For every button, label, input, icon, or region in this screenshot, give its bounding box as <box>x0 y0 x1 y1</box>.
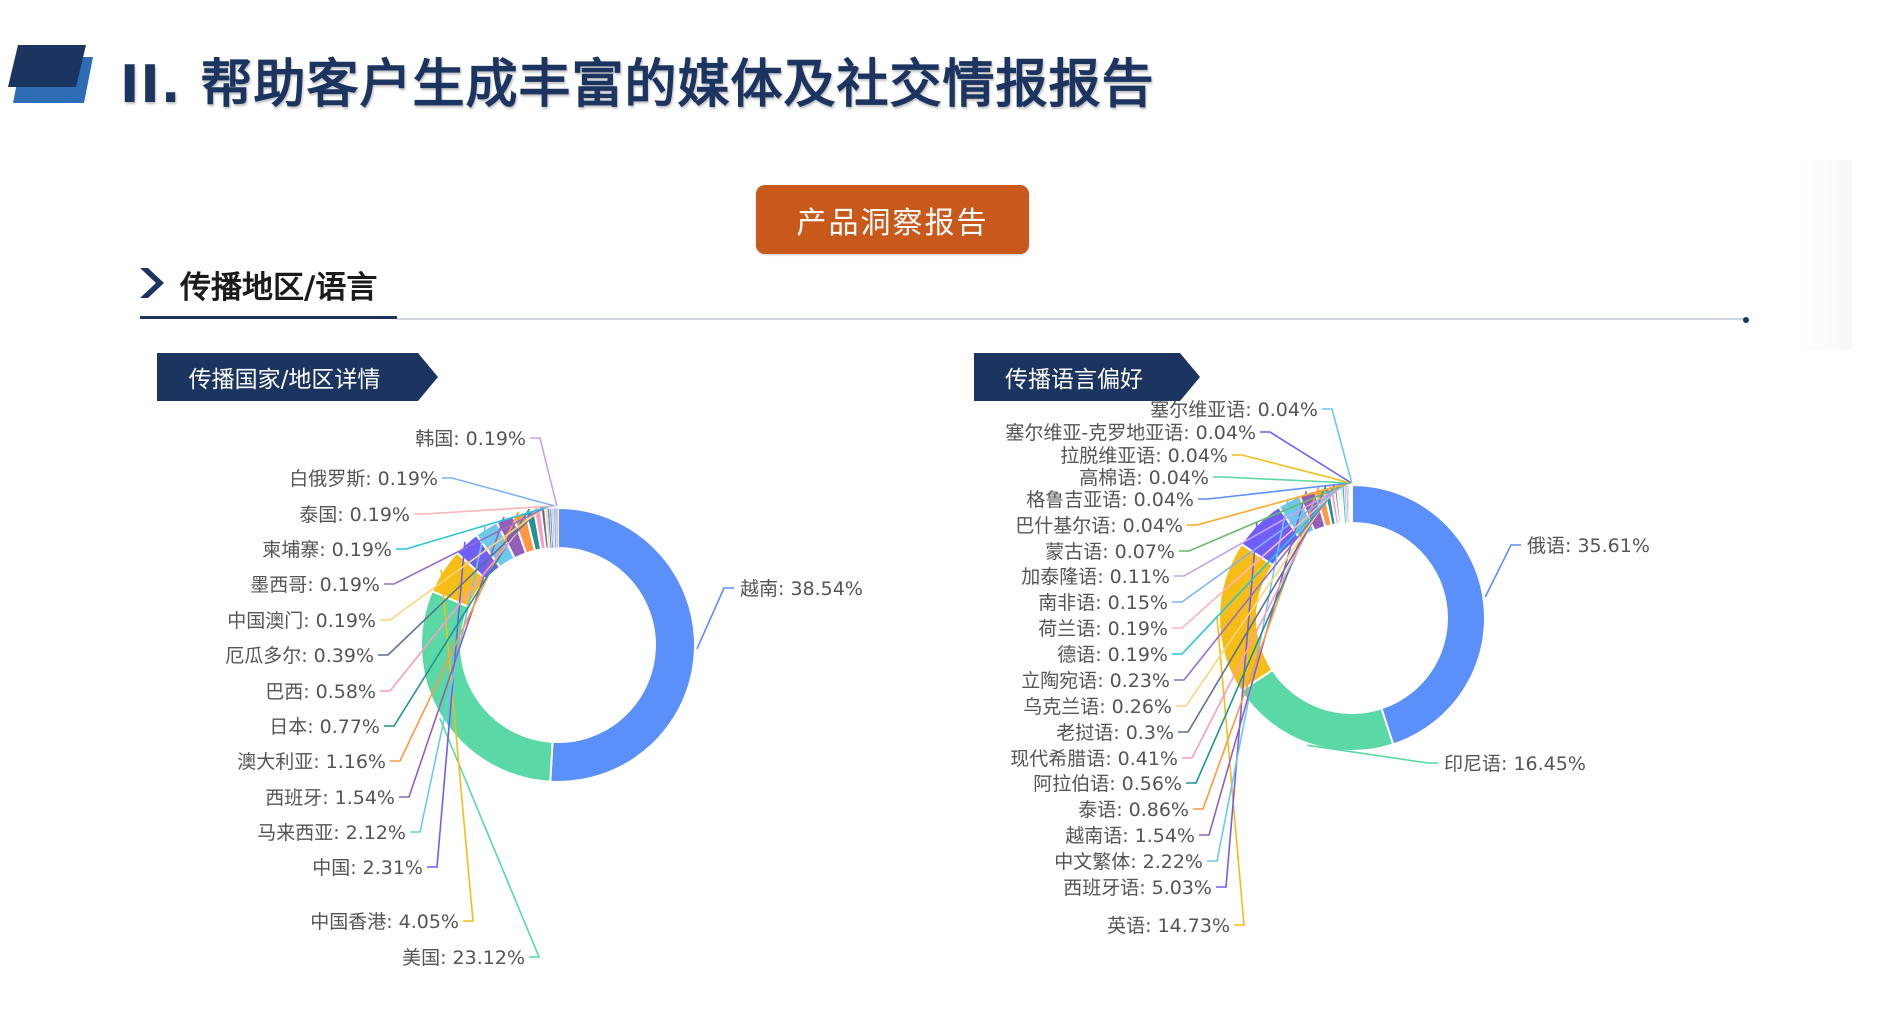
language-leader-line <box>1176 483 1339 707</box>
language-leader-line <box>1260 431 1352 484</box>
language-leader-line <box>1307 744 1438 764</box>
language-data-label: 塞尔维亚语: 0.04% <box>1150 399 1318 421</box>
language-data-label: 南非语: 0.15% <box>1038 592 1168 614</box>
language-data-label: 西班牙语: 5.03% <box>1063 877 1212 899</box>
language-data-label: 俄语: 35.61% <box>1527 535 1650 557</box>
country-chart-title: 传播国家/地区详情 <box>157 353 412 401</box>
language-data-label: 老挝语: 0.3% <box>1056 722 1174 744</box>
product-insight-report-button[interactable]: 产品洞察报告 <box>756 185 1029 254</box>
language-data-label: 格鲁吉亚语: 0.04% <box>1026 489 1194 511</box>
language-data-label: 英语: 14.73% <box>1107 915 1230 937</box>
language-data-label: 立陶宛语: 0.23% <box>1021 670 1170 692</box>
language-data-label: 乌克兰语: 0.26% <box>1023 696 1172 718</box>
country-data-label: 泰国: 0.19% <box>299 504 410 526</box>
language-leader-line <box>1172 482 1344 655</box>
language-leader-line <box>1207 498 1289 862</box>
country-leader-line <box>378 506 544 656</box>
section-title: 传播地区/语言 <box>180 270 378 306</box>
tag-arrow-icon <box>1174 353 1200 401</box>
country-leader-line <box>390 511 520 762</box>
country-data-label: 马来西亚: 2.12% <box>257 822 406 844</box>
country-leader-line <box>696 587 734 650</box>
country-leader-line <box>414 505 553 515</box>
country-slice[interactable] <box>549 506 696 783</box>
country-data-label: 巴西: 0.58% <box>265 681 376 703</box>
brand-logo-icon <box>8 45 93 103</box>
language-leader-line <box>1174 482 1342 681</box>
country-leader-line <box>380 507 538 692</box>
language-data-label: 印尼语: 16.45% <box>1444 753 1586 775</box>
country-data-label: 中国香港: 4.05% <box>310 911 459 933</box>
language-leader-line <box>1179 482 1350 552</box>
language-data-label: 泰语: 0.86% <box>1078 799 1189 821</box>
language-data-label: 高棉语: 0.04% <box>1079 467 1209 489</box>
country-data-label: 越南: 38.54% <box>740 578 863 600</box>
country-leader-line <box>530 437 558 507</box>
language-leader-line <box>1187 482 1350 526</box>
language-leader-line <box>1484 544 1521 598</box>
country-data-label: 韩国: 0.19% <box>415 428 526 450</box>
language-leader-line <box>1172 482 1348 603</box>
divider-end-dot <box>1743 317 1749 323</box>
country-leader-line <box>396 505 551 550</box>
language-data-label: 阿拉伯语: 0.56% <box>1033 773 1182 795</box>
country-data-label: 白俄罗斯: 0.19% <box>289 468 438 490</box>
section-divider-accent <box>140 316 397 319</box>
country-data-label: 柬埔寨: 0.19% <box>262 539 392 561</box>
country-leader-line <box>384 508 531 727</box>
country-data-label: 日本: 0.77% <box>269 716 380 738</box>
language-slice[interactable] <box>1239 668 1395 752</box>
language-chart-title: 传播语言偏好 <box>974 353 1174 401</box>
country-slice[interactable] <box>555 507 559 549</box>
language-leader-line <box>1172 482 1346 629</box>
language-leader-line <box>1186 485 1327 784</box>
language-data-label: 越南语: 1.54% <box>1065 825 1195 847</box>
language-leader-line <box>1232 454 1352 484</box>
country-donut-chart: 越南: 38.54% 美国: 23.12% 中国香港: 4.05% 中国: 2.31%… <box>225 428 863 969</box>
tag-arrow-icon <box>412 353 438 401</box>
language-data-label: 塞尔维亚-克罗地亚语: 0.04% <box>1005 422 1256 444</box>
language-data-label: 中文繁体: 2.22% <box>1054 851 1203 873</box>
language-data-label: 拉脱维亚语: 0.04% <box>1060 445 1228 467</box>
country-data-label: 厄瓜多尔: 0.39% <box>225 645 374 667</box>
page-title: II. 帮助客户生成丰富的媒体及社交情报报告 <box>120 55 1155 115</box>
country-data-label: 美国: 23.12% <box>402 947 525 969</box>
side-panel-edge <box>1798 160 1852 350</box>
country-data-label: 澳大利亚: 1.16% <box>237 751 386 773</box>
language-leader-line <box>1216 617 1245 926</box>
country-slice[interactable] <box>420 589 554 783</box>
language-leader-line <box>1322 408 1353 484</box>
language-data-label: 蒙古语: 0.07% <box>1045 541 1175 563</box>
language-leader-line <box>1198 482 1351 500</box>
section-divider <box>397 318 1747 320</box>
language-data-label: 现代希腊语: 0.41% <box>1010 748 1178 770</box>
country-leader-line <box>427 541 466 868</box>
language-leader-line <box>1178 483 1336 733</box>
language-data-label: 荷兰语: 0.19% <box>1038 618 1168 640</box>
language-leader-line <box>1216 522 1258 888</box>
language-data-label: 德语: 0.19% <box>1057 644 1168 666</box>
country-data-label: 墨西哥: 0.19% <box>250 574 380 596</box>
country-data-label: 中国: 2.31% <box>312 857 423 879</box>
language-donut-chart: 俄语: 35.61% 印尼语: 16.45% 英语: 14.73% 西班牙语: 5.0… <box>1005 399 1650 937</box>
language-data-label: 巴什基尔语: 0.04% <box>1015 515 1183 537</box>
country-leader-line <box>380 505 547 621</box>
language-leader-line <box>1182 484 1332 759</box>
chevron-right-icon <box>140 268 164 298</box>
language-leader-line <box>1193 486 1320 810</box>
language-leader-line <box>1174 482 1349 577</box>
country-leader-line <box>442 477 555 507</box>
country-leader-line <box>384 505 549 585</box>
language-slice[interactable] <box>1351 483 1486 746</box>
language-data-label: 加泰隆语: 0.11% <box>1021 566 1170 588</box>
country-leader-line <box>439 717 541 958</box>
language-leader-line <box>1213 476 1351 484</box>
country-data-label: 中国澳门: 0.19% <box>227 610 376 632</box>
country-data-label: 西班牙: 1.54% <box>265 787 395 809</box>
